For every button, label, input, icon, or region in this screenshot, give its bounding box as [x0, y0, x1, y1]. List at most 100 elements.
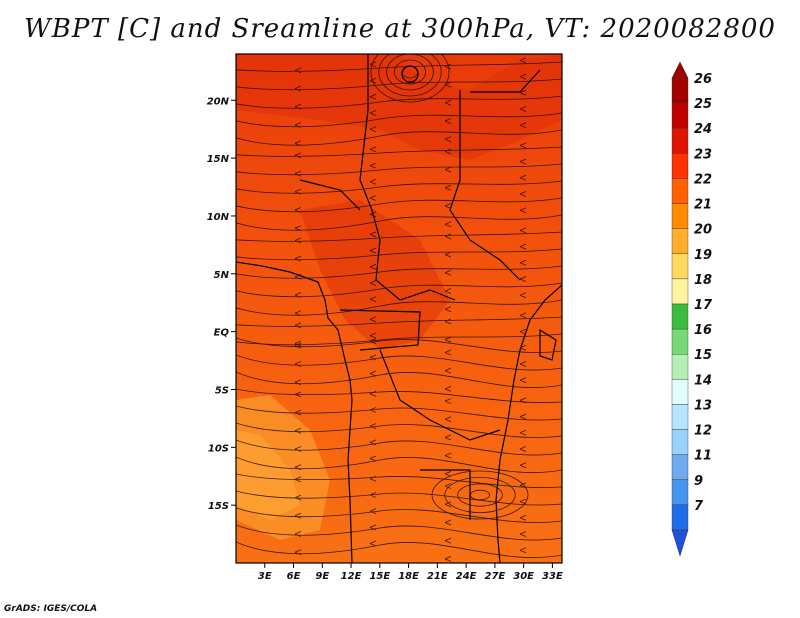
lon-tick-label: 33E	[542, 571, 563, 582]
streamline-arrow	[519, 292, 527, 299]
colorbar-label: 15	[694, 348, 712, 363]
colorbar-label: 13	[694, 398, 712, 413]
lat-tick-label: 5S	[215, 385, 229, 396]
streamline	[236, 282, 562, 298]
streamline-arrow	[369, 195, 377, 201]
anticyclone-streamline	[431, 470, 529, 520]
streamline-arrow	[519, 531, 527, 537]
streamline-arrow	[444, 288, 452, 294]
streamline-arrow	[444, 385, 452, 392]
lon-tick-label: 21E	[427, 571, 448, 582]
streamline-arrow	[519, 207, 527, 214]
streamline-arrow	[519, 106, 527, 112]
lon-tick-label: 24E	[456, 571, 477, 582]
colorbar-swatch	[671, 203, 689, 229]
streamline-arrow	[294, 322, 302, 329]
streamline-arrow	[519, 142, 527, 149]
colorbar-swatch	[671, 504, 689, 531]
colorbar-label: 20	[694, 223, 712, 238]
streamline-arrow	[294, 67, 302, 74]
colorbar-label: 7	[694, 499, 704, 514]
east-african-coastline	[495, 284, 562, 563]
streamline-arrow	[369, 146, 377, 153]
vortex-streamline	[370, 54, 450, 103]
colorbar-label: 9	[694, 474, 703, 489]
lat-tick-label: 10N	[207, 212, 230, 223]
streamline-arrow	[369, 524, 377, 531]
streamline-arrow	[519, 73, 527, 80]
streamline-arrow	[444, 519, 452, 526]
streamline-arrow	[369, 475, 377, 482]
streamline-arrow	[294, 427, 302, 434]
streamline-arrow	[444, 221, 452, 228]
border-line-2	[449, 90, 521, 281]
streamline-arrow	[444, 233, 452, 240]
colorbar-swatch	[671, 102, 689, 129]
streamline-arrow	[519, 122, 527, 129]
streamline-arrow	[369, 316, 377, 323]
streamline-arrow	[294, 531, 302, 537]
streamline-arrow	[369, 370, 377, 377]
streamline-arrow	[519, 312, 527, 319]
streamline-arrow	[369, 492, 377, 498]
streamline-arrow	[444, 555, 452, 562]
colorbar-swatch	[671, 128, 689, 154]
map-frame	[235, 53, 563, 564]
colorbar-swatch	[671, 178, 689, 204]
streamline-arrow	[444, 203, 452, 209]
streamline	[236, 524, 562, 541]
streamline-arrow	[519, 276, 527, 282]
streamlines	[236, 54, 562, 562]
streamline-arrow	[519, 429, 527, 436]
streamline-arrow	[444, 349, 452, 356]
colorbar-swatch	[671, 404, 689, 430]
streamline-arrow	[294, 512, 302, 519]
streamline-arrow	[294, 494, 302, 501]
streamline	[236, 541, 562, 558]
streamline-arrow	[444, 367, 452, 374]
map-field	[236, 54, 562, 563]
streamline	[236, 439, 562, 456]
streamline-arrow	[369, 390, 377, 397]
lat-axis: 20N 15N 10N 5N EQ 5S 10S 15S	[207, 96, 236, 512]
streamline-arrow	[294, 379, 302, 386]
colorbar-label: 19	[694, 248, 712, 263]
streamline-arrow	[519, 413, 527, 420]
streamline	[236, 316, 562, 327]
lon-tick-label: 12E	[341, 571, 362, 582]
chart-title: WBPT [C] and Sreamline at 300hPa, VT: 20…	[24, 14, 776, 44]
lon-tick-label: 30E	[513, 571, 534, 582]
colorbar-bottom-arrow	[671, 529, 689, 557]
streamline-arrow	[294, 464, 302, 471]
streamline-arrow	[519, 514, 527, 521]
border-line-5	[379, 349, 501, 441]
colorbar-swatch	[671, 429, 689, 455]
streamline-arrow	[444, 434, 452, 441]
streamline-arrow	[444, 318, 452, 325]
streamline-arrow	[369, 247, 377, 254]
colorbar-swatch	[671, 228, 689, 254]
streamline-arrow	[369, 162, 377, 169]
colorbar-label: 21	[694, 198, 712, 213]
streamline-arrow	[519, 191, 527, 197]
streamline-arrow	[519, 89, 527, 96]
streamline-arrow	[294, 140, 302, 147]
colorbar-swatch	[671, 278, 689, 305]
streamline-arrow	[369, 296, 377, 303]
streamline	[236, 371, 562, 388]
lon-tick-label: 3E	[258, 571, 272, 582]
streamline	[236, 405, 562, 421]
streamline-arrow	[294, 409, 302, 416]
streamline-arrow	[294, 188, 302, 195]
anticyclone-streamline	[444, 476, 516, 513]
streamline-arrow	[519, 57, 527, 64]
streamline-arrow	[369, 263, 377, 270]
border-line-1	[359, 54, 456, 301]
border-line-4	[339, 309, 421, 351]
streamline	[236, 95, 562, 109]
streamline-arrow	[519, 462, 527, 469]
streamline	[236, 61, 562, 72]
lat-tick-label: 20N	[207, 96, 230, 107]
streamline-arrow	[519, 158, 527, 165]
streamline-arrow	[444, 99, 452, 106]
